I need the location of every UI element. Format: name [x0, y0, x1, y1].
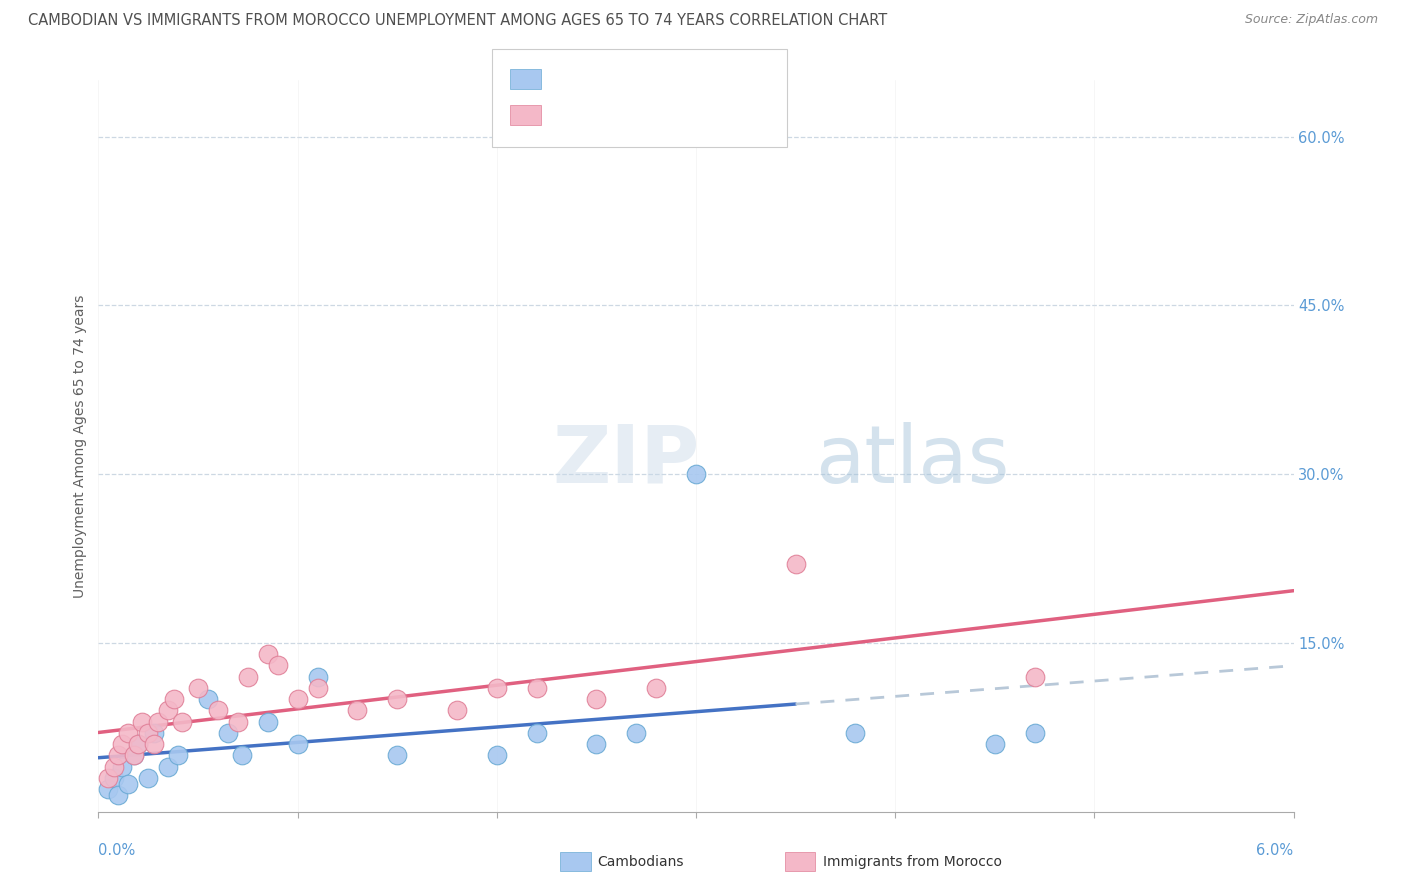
- Point: [287, 692, 309, 706]
- Point: [485, 681, 508, 695]
- Point: [485, 748, 508, 763]
- Point: [526, 726, 548, 740]
- Point: [307, 670, 329, 684]
- Point: [136, 726, 159, 740]
- Point: [785, 557, 807, 571]
- Text: N =: N =: [647, 69, 683, 83]
- Point: [143, 726, 166, 740]
- Point: [346, 703, 368, 717]
- Point: [685, 467, 707, 482]
- Text: R =: R =: [547, 69, 582, 83]
- Text: 6.0%: 6.0%: [1257, 843, 1294, 858]
- Text: ZIP: ZIP: [553, 422, 700, 500]
- Point: [103, 760, 125, 774]
- Point: [97, 771, 120, 785]
- Point: [984, 737, 1007, 751]
- Point: [127, 737, 149, 751]
- Point: [217, 726, 239, 740]
- Point: [163, 692, 186, 706]
- Text: 0.629: 0.629: [576, 104, 627, 119]
- Point: [197, 692, 219, 706]
- Point: [207, 703, 229, 717]
- Point: [172, 714, 194, 729]
- Text: 0.0%: 0.0%: [98, 843, 135, 858]
- Point: [136, 771, 159, 785]
- Point: [103, 771, 125, 785]
- Point: [256, 714, 278, 729]
- Point: [97, 782, 120, 797]
- Text: 21: 21: [679, 69, 702, 83]
- Point: [231, 748, 253, 763]
- Point: [1024, 670, 1046, 684]
- Point: [127, 737, 149, 751]
- Point: [143, 737, 166, 751]
- Point: [107, 788, 129, 802]
- Point: [226, 714, 249, 729]
- Y-axis label: Unemployment Among Ages 65 to 74 years: Unemployment Among Ages 65 to 74 years: [73, 294, 87, 598]
- Point: [267, 658, 290, 673]
- Point: [526, 681, 548, 695]
- Point: [187, 681, 209, 695]
- Point: [124, 748, 146, 763]
- Point: [236, 670, 259, 684]
- Point: [117, 726, 139, 740]
- Point: [626, 726, 648, 740]
- Point: [111, 737, 134, 751]
- Point: [117, 776, 139, 790]
- Text: Cambodians: Cambodians: [598, 855, 685, 869]
- Point: [107, 748, 129, 763]
- Point: [844, 726, 866, 740]
- Text: Immigrants from Morocco: Immigrants from Morocco: [823, 855, 1001, 869]
- Text: atlas: atlas: [815, 422, 1010, 500]
- Text: Source: ZipAtlas.com: Source: ZipAtlas.com: [1244, 13, 1378, 27]
- Point: [385, 748, 409, 763]
- Point: [148, 714, 170, 729]
- Text: N =: N =: [647, 104, 683, 119]
- Point: [157, 703, 180, 717]
- Point: [256, 647, 278, 661]
- Text: CAMBODIAN VS IMMIGRANTS FROM MOROCCO UNEMPLOYMENT AMONG AGES 65 TO 74 YEARS CORR: CAMBODIAN VS IMMIGRANTS FROM MOROCCO UNE…: [28, 13, 887, 29]
- Point: [585, 737, 607, 751]
- Text: 0.566: 0.566: [576, 69, 627, 83]
- Point: [645, 681, 668, 695]
- Point: [111, 760, 134, 774]
- Point: [157, 760, 180, 774]
- Point: [167, 748, 190, 763]
- Point: [124, 748, 146, 763]
- Point: [131, 714, 153, 729]
- Point: [287, 737, 309, 751]
- Point: [1024, 726, 1046, 740]
- Point: [385, 692, 409, 706]
- Text: 25: 25: [679, 104, 702, 119]
- Point: [585, 692, 607, 706]
- Text: R =: R =: [547, 104, 582, 119]
- Point: [307, 681, 329, 695]
- Point: [446, 703, 468, 717]
